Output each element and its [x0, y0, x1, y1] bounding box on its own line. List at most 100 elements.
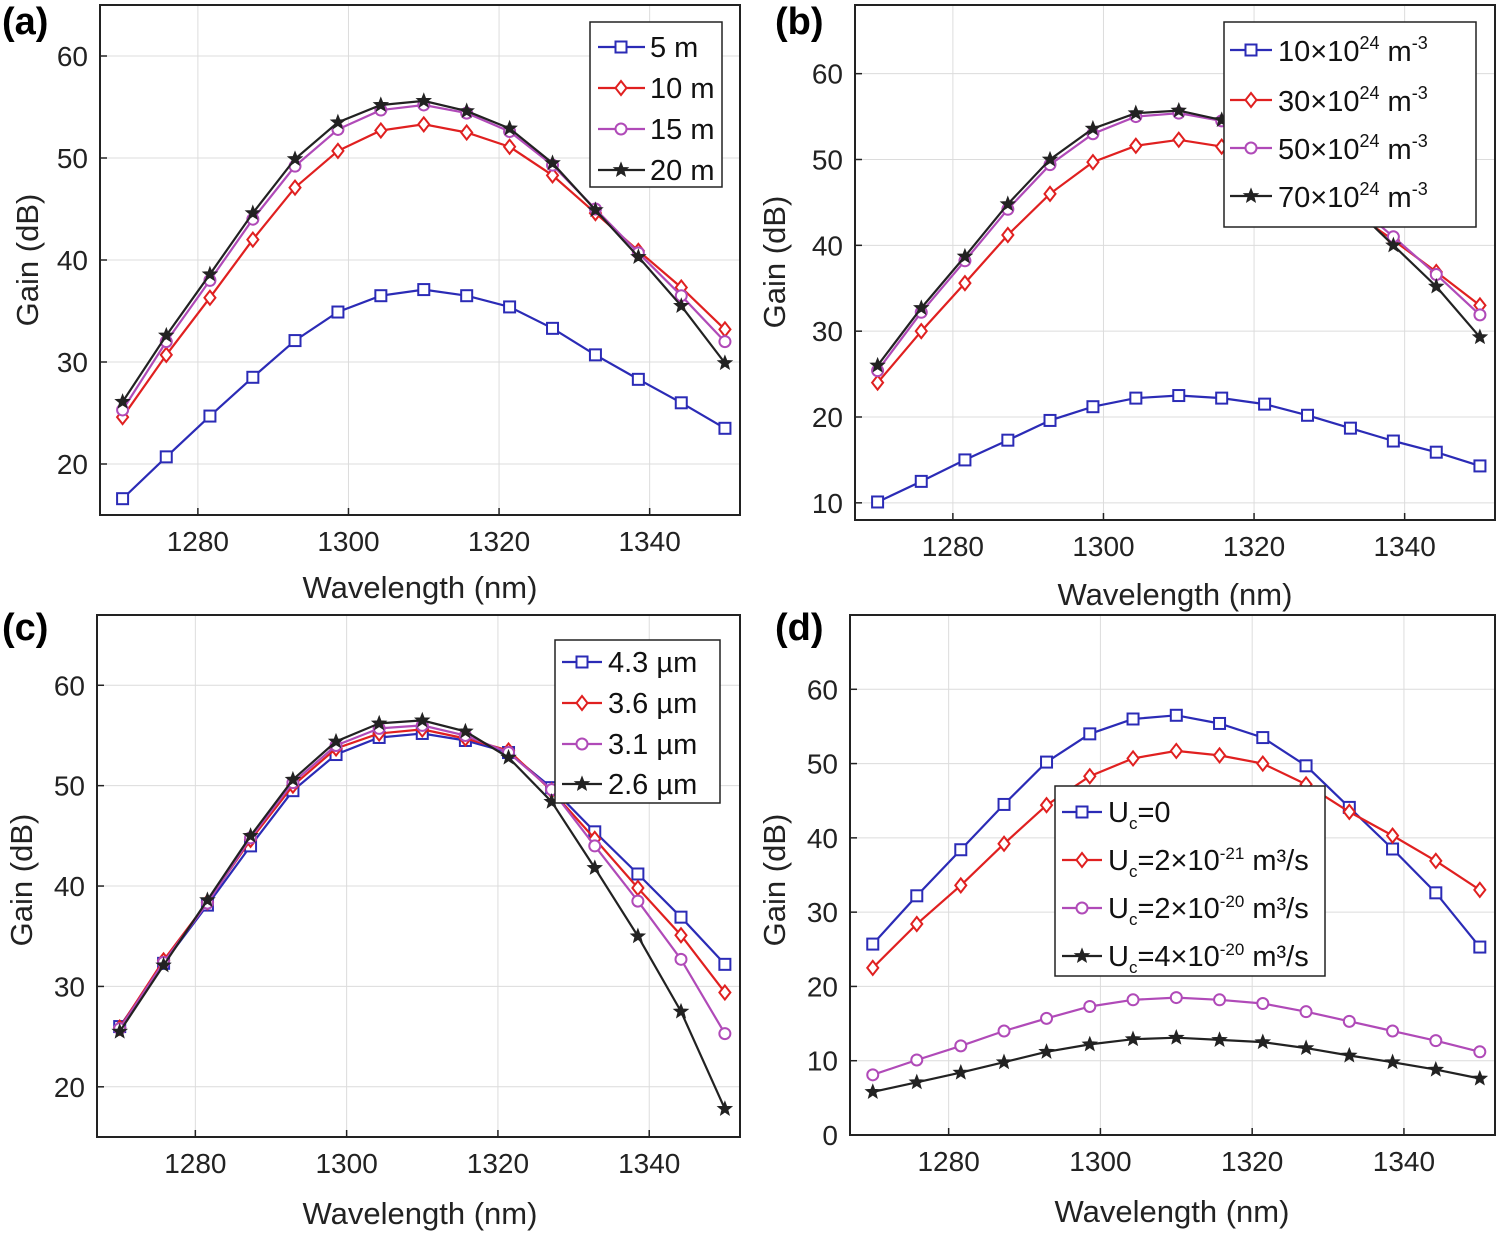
- legend-label: 2.6 µm: [608, 769, 697, 801]
- data-point: [546, 321, 560, 335]
- panel-label-d: (d): [775, 610, 824, 649]
- data-point: [159, 450, 173, 464]
- data-point: [1299, 759, 1313, 773]
- data-point: [1256, 997, 1270, 1011]
- data-point: [866, 937, 880, 951]
- data-point: [1473, 459, 1487, 473]
- data-point: [588, 348, 602, 362]
- series-a-3: [114, 92, 734, 409]
- series-a-0: [116, 283, 732, 506]
- legend-marker-shape: [1075, 851, 1089, 869]
- x-tick-label: 1280: [922, 531, 984, 562]
- legend-label: 10 m: [650, 73, 714, 105]
- legend-label: 30×1024 m-3: [1278, 83, 1428, 118]
- data-point: [630, 248, 647, 264]
- legend-marker-shape: [614, 122, 628, 136]
- data-point: [501, 119, 518, 136]
- y-tick-label: 60: [812, 59, 843, 90]
- data-point: [416, 115, 431, 133]
- data-point: [1126, 993, 1140, 1007]
- legend-marker-shape: [1075, 805, 1089, 819]
- data-point: [588, 839, 602, 853]
- data-point: [155, 956, 172, 973]
- legend-marker: [1244, 43, 1258, 57]
- data-point: [331, 305, 345, 319]
- data-point: [1299, 1005, 1313, 1019]
- legend-marker-shape: [1244, 91, 1258, 109]
- x-axis-label-d: Wavelength (nm): [1055, 1194, 1290, 1229]
- data-point: [370, 714, 388, 731]
- y-axis-label-c: Gain (dB): [4, 814, 39, 947]
- data-point: [914, 474, 928, 488]
- data-point: [1340, 1046, 1358, 1063]
- legend-marker-shape: [1075, 901, 1089, 915]
- data-point: [1167, 1029, 1185, 1045]
- legend-label: 70×1024 m-3: [1278, 179, 1428, 214]
- chart-panel-c: (c) 1280 1300 1320 1340 20 30 40 50 60 Wavelengt…: [2, 607, 741, 1231]
- data-point: [201, 265, 219, 282]
- data-point: [865, 959, 880, 977]
- data-point: [1471, 328, 1489, 345]
- y-tick-label: 20: [812, 402, 843, 433]
- plot-frame-c: [96, 614, 741, 1138]
- legend-marker: [614, 122, 628, 136]
- legend-marker: [1075, 901, 1089, 915]
- data-point: [1256, 754, 1270, 773]
- legend-label: Uc=2×10-21 m³/s: [1108, 844, 1309, 881]
- legend-marker: [614, 40, 628, 54]
- data-point: [1473, 1045, 1487, 1059]
- x-tick-label: 1300: [317, 526, 379, 557]
- legend-marker-shape: [1244, 43, 1258, 57]
- data-point: [1086, 153, 1100, 171]
- data-point: [871, 495, 885, 509]
- data-point: [1083, 999, 1097, 1013]
- legend-marker-shape: [1073, 947, 1091, 964]
- y-tick-label: 20: [54, 1072, 85, 1103]
- data-point: [672, 297, 690, 313]
- legend-marker: [575, 737, 589, 751]
- data-point: [1385, 827, 1400, 845]
- data-point: [1429, 1034, 1443, 1048]
- data-point: [1129, 137, 1143, 155]
- data-point: [1386, 434, 1400, 448]
- y-tick-label: 20: [57, 449, 88, 480]
- data-point: [1081, 1035, 1098, 1052]
- legend-marker-shape: [612, 161, 630, 178]
- data-point: [910, 915, 924, 933]
- y-tick-label: 40: [807, 823, 838, 854]
- data-point: [1343, 421, 1357, 435]
- y-axis-label-a: Gain (dB): [10, 194, 45, 327]
- data-point: [1001, 433, 1015, 447]
- legend-label: 5 m: [650, 32, 698, 64]
- panel-label-c: (c): [2, 610, 48, 649]
- legend-label: 3.6 µm: [608, 688, 697, 720]
- data-point: [1385, 236, 1402, 253]
- data-point: [587, 201, 604, 218]
- data-point: [954, 1039, 968, 1053]
- legend-marker: [1244, 141, 1258, 155]
- data-point: [1213, 993, 1227, 1007]
- data-point: [718, 983, 732, 1002]
- data-point: [500, 748, 517, 765]
- data-point: [1429, 886, 1443, 900]
- data-point: [718, 957, 732, 971]
- data-point: [203, 409, 217, 423]
- data-point: [1342, 803, 1357, 821]
- y-axis-label-b: Gain (dB): [757, 196, 792, 329]
- data-point: [159, 346, 174, 364]
- data-point: [1083, 727, 1097, 741]
- data-point: [114, 393, 131, 409]
- x-tick-label: 1340: [618, 526, 680, 557]
- data-point: [1172, 389, 1186, 403]
- data-point: [372, 96, 390, 112]
- legend-marker-shape: [1242, 187, 1260, 204]
- y-tick-label: 0: [822, 1120, 838, 1151]
- x-tick-label: 1340: [618, 1148, 680, 1179]
- data-point: [952, 1063, 970, 1080]
- data-point: [999, 195, 1017, 212]
- legend-label: 50×1024 m-3: [1278, 131, 1428, 166]
- series-line: [121, 288, 726, 500]
- legend-d: Uc=0 Uc=2×10-21 m³/s Uc=2×10-20 m³/s Uc=…: [1054, 785, 1326, 977]
- data-point: [1083, 767, 1097, 785]
- data-point: [954, 843, 968, 857]
